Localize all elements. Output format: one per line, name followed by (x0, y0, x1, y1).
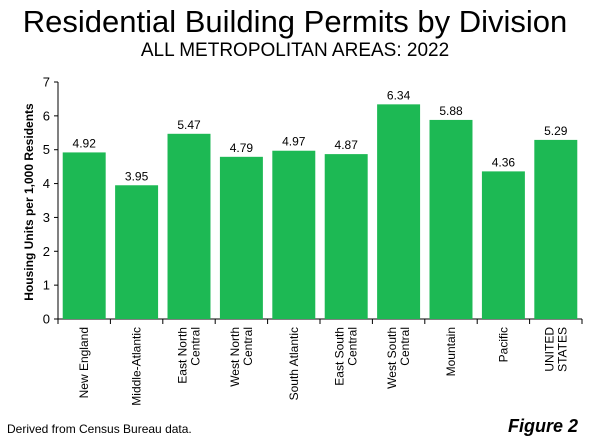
bar (481, 171, 525, 319)
chart-subtitle: ALL METROPOLITAN AREAS: 2022 (140, 40, 450, 61)
data-label: 6.34 (387, 88, 411, 102)
data-label: 3.95 (125, 169, 149, 183)
bar (272, 150, 316, 319)
data-label: 5.29 (544, 124, 568, 138)
chart-title: Residential Building Permits by Division (22, 4, 568, 39)
data-label: 4.97 (282, 135, 306, 149)
y-tick-label: 1 (43, 278, 50, 293)
data-label: 5.47 (177, 118, 201, 132)
bar (377, 104, 421, 320)
x-tick-label: West SouthCentral (385, 327, 412, 389)
x-tick-label: Pacific (496, 327, 510, 362)
data-label: 5.88 (439, 104, 463, 118)
y-tick-label: 2 (43, 244, 50, 259)
data-label: 4.92 (73, 136, 97, 150)
data-label: 4.79 (230, 141, 254, 155)
y-tick-label: 5 (43, 142, 50, 157)
x-tick-label: West NorthCentral (228, 327, 255, 387)
y-tick-label: 0 (43, 312, 50, 327)
source-note: Derived from Census Bureau data. (7, 422, 192, 436)
bar (62, 152, 106, 319)
y-tick-label: 4 (43, 176, 50, 191)
data-label: 4.87 (335, 138, 359, 152)
x-tick-label: UNITEDSTATES (542, 327, 569, 372)
bar (534, 139, 578, 319)
x-tick-label: South Atlantic (287, 327, 301, 400)
bar (167, 133, 211, 319)
y-axis-label: Housing Units per 1,000 Residents (22, 103, 36, 301)
x-tick-label: Middle-Atlantic (130, 327, 144, 406)
y-tick-label: 3 (43, 210, 50, 225)
bar (429, 119, 473, 319)
x-tick-label: East NorthCentral (176, 327, 203, 384)
y-tick-label: 6 (43, 108, 50, 123)
x-tick-label: New England (77, 327, 91, 398)
bar (115, 185, 159, 319)
figure-label: Figure 2 (507, 416, 578, 436)
x-tick-label: East SouthCentral (333, 327, 360, 386)
bar (324, 154, 368, 319)
x-tick-label: Mountain (444, 327, 458, 376)
y-tick-label: 7 (43, 75, 50, 90)
data-label: 4.36 (492, 155, 516, 169)
bar (219, 156, 263, 319)
